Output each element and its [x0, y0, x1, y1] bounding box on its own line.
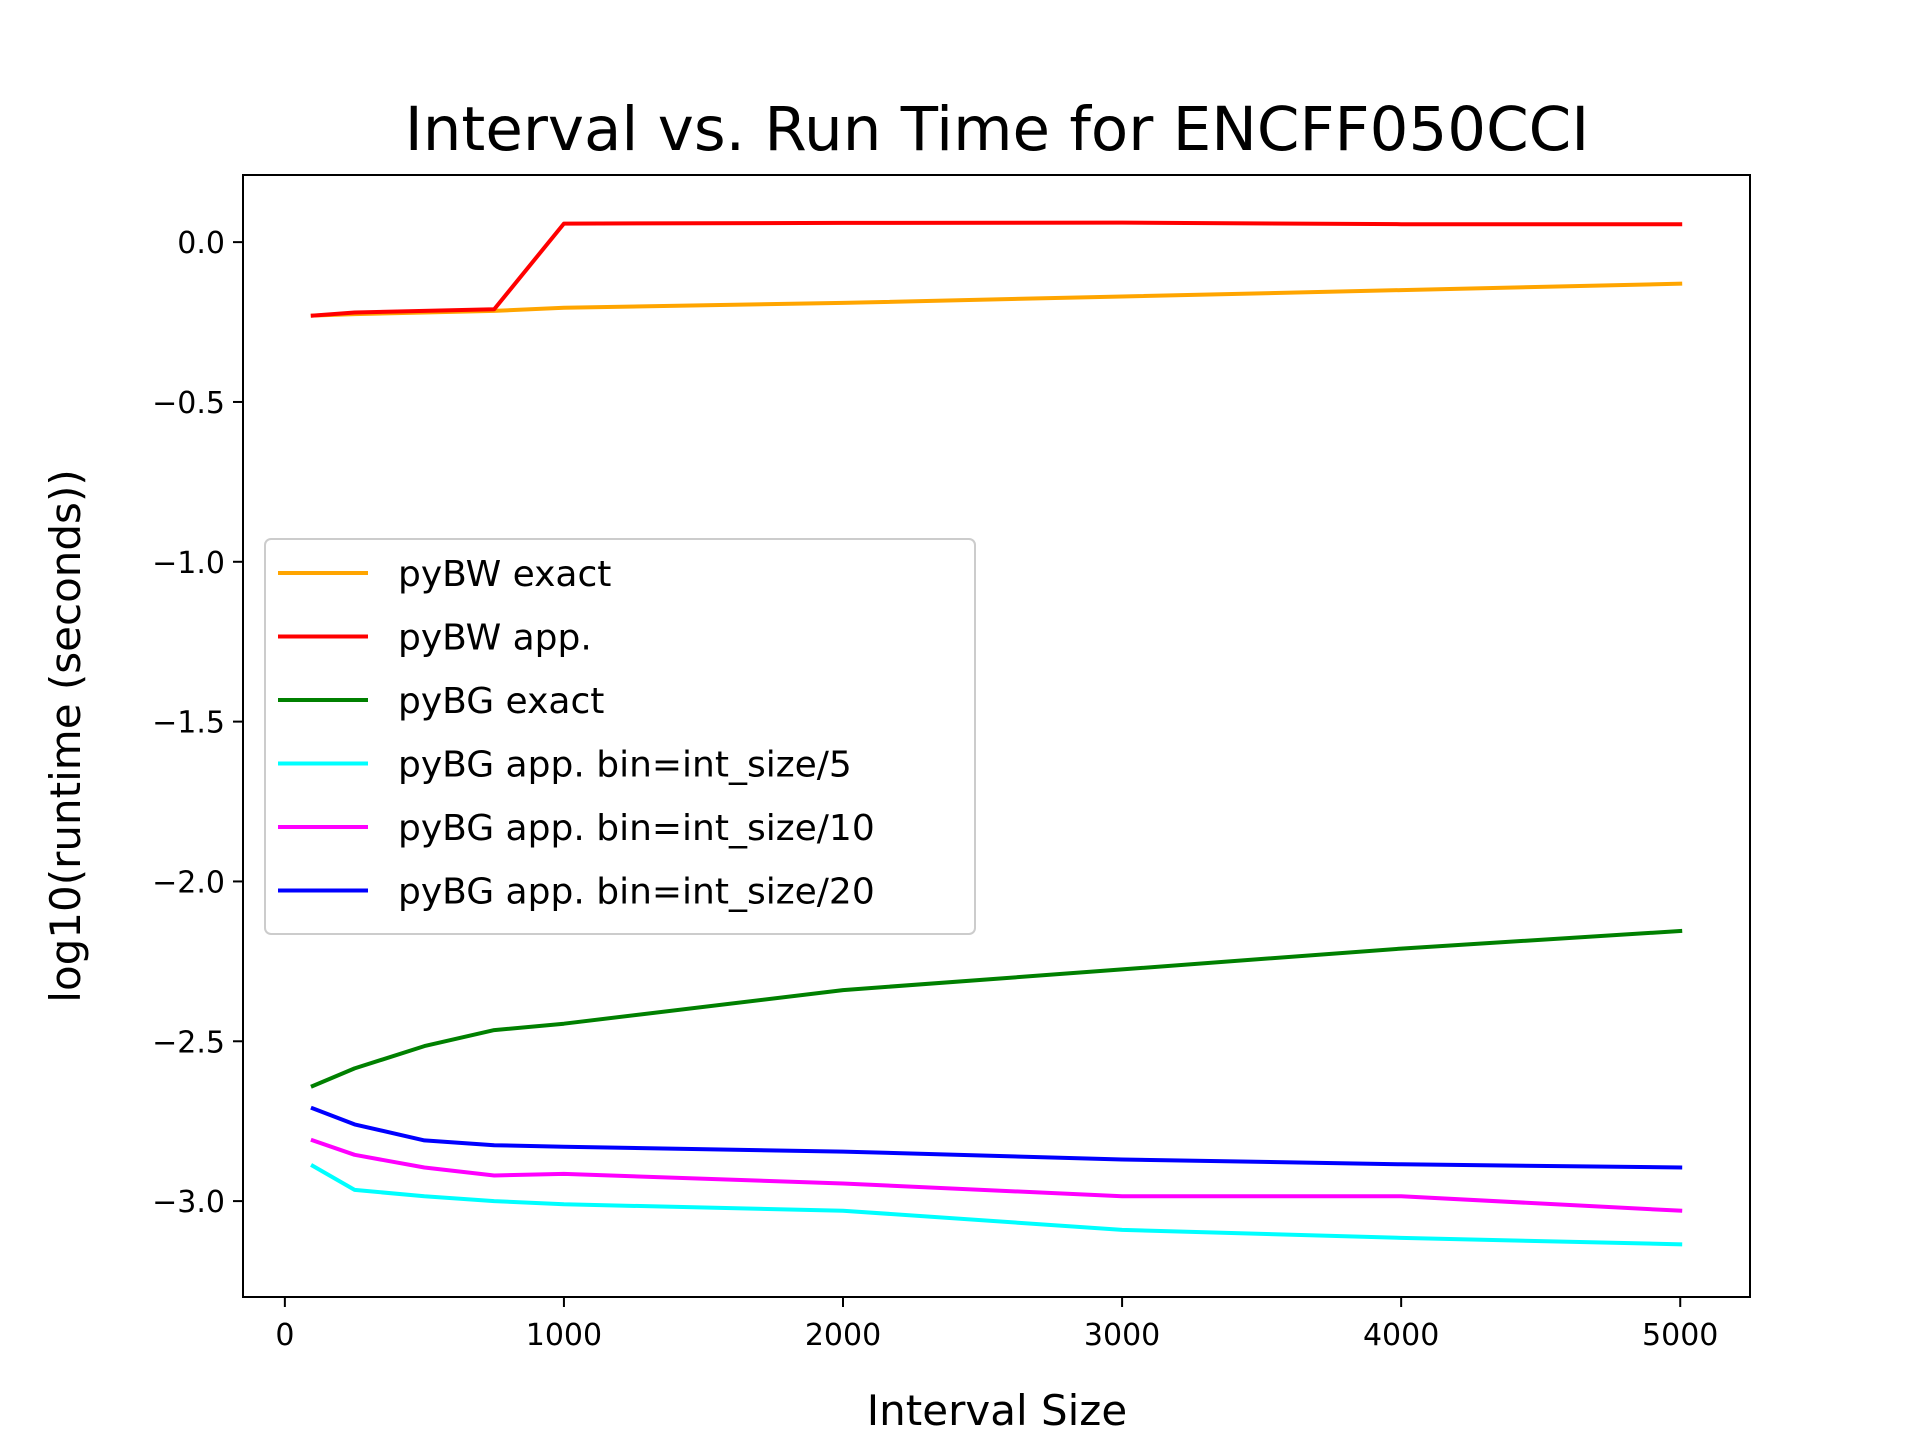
chart-title: Interval vs. Run Time for ENCFF050CCI: [405, 94, 1590, 165]
y-tick-label: −1.5: [152, 706, 225, 741]
series-line-2: [310, 220, 1683, 318]
y-axis: 0.0 −0.5 −1.0 −1.5 −2.0 −2.5 −3.0: [152, 226, 243, 1220]
x-tick-label: 0: [275, 1318, 294, 1353]
series-line-3: [310, 928, 1683, 1089]
legend-label-1: pyBW exact: [398, 554, 611, 595]
y-tick-label: −1.0: [152, 546, 225, 581]
x-tick-label: 2000: [805, 1318, 881, 1353]
y-tick-label: −2.0: [152, 865, 225, 900]
x-axis-label: Interval Size: [867, 1386, 1127, 1435]
legend-label-6: pyBG app. bin=int_size/20: [398, 872, 875, 913]
x-tick-label: 4000: [1363, 1318, 1439, 1353]
series-line-4: [310, 1163, 1683, 1247]
series-line-5: [310, 1137, 1683, 1213]
legend-label-5: pyBG app. bin=int_size/10: [398, 808, 875, 849]
y-tick-label: 0.0: [177, 226, 225, 261]
y-tick-label: −2.5: [152, 1025, 225, 1060]
x-tick-label: 5000: [1642, 1318, 1718, 1353]
y-tick-label: −0.5: [152, 386, 225, 421]
legend-label-3: pyBG exact: [398, 681, 604, 722]
x-tick-label: 3000: [1084, 1318, 1160, 1353]
legend-label-4: pyBG app. bin=int_size/5: [398, 745, 852, 786]
legend: pyBW exact pyBW app. pyBG exact pyBG app. b…: [264, 538, 976, 935]
x-tick-label: 1000: [526, 1318, 602, 1353]
legend-label-2: pyBW app.: [398, 618, 592, 659]
legend-box: [264, 538, 976, 935]
plot-frame: [242, 174, 1751, 1298]
x-axis: 0 1000 2000 3000 4000 5000: [275, 1297, 1718, 1353]
series-line-6: [310, 1105, 1683, 1170]
plot-lines: [310, 220, 1683, 1247]
y-tick-label: −3.0: [152, 1185, 225, 1220]
y-axis-label: log10(runtime (seconds)): [41, 469, 90, 1002]
